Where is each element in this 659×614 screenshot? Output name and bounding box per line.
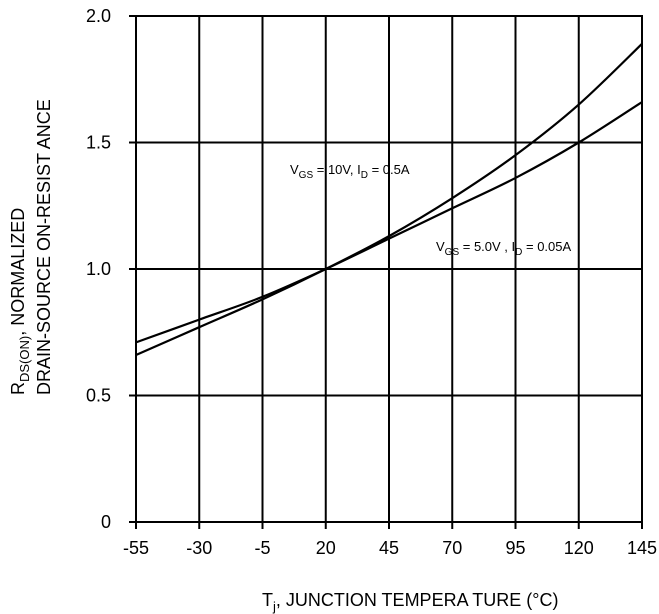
series-layer — [135, 43, 643, 357]
annotation-vgs10: VGS = 10V, ID = 0.5A — [290, 162, 410, 181]
y-tick-label: 1.5 — [86, 133, 111, 153]
y-axis-label-line2: DRAIN-SOURCE ON-RESIST ANCE — [34, 99, 54, 395]
x-tick-label: 45 — [379, 538, 399, 558]
x-tick-label: 70 — [442, 538, 462, 558]
x-axis-label: Tj, JUNCTION TEMPERA TURE (°C) — [262, 590, 558, 614]
tick-labels: -55 -30 -5 20 45 70 95 120 145 0 0.5 1.0 1.5 2.0 — [86, 6, 657, 558]
x-tick-label: 120 — [564, 538, 594, 558]
y-tick-label: 0 — [101, 512, 111, 532]
annotation-vgs5: VGS = 5.0V , ID = 0.05A — [436, 239, 571, 258]
series-line-vgs5 — [135, 101, 643, 344]
y-tick-label: 1.0 — [86, 259, 111, 279]
series-line-vgs10 — [135, 43, 643, 357]
x-tick-label: 145 — [627, 538, 657, 558]
y-tick-label: 2.0 — [86, 6, 111, 26]
y-axis-label-line1: RDS(ON), NORMALIZED — [8, 208, 32, 395]
x-tick-label: -55 — [123, 538, 149, 558]
x-tick-label: 95 — [505, 538, 525, 558]
x-tick-label: -5 — [254, 538, 270, 558]
grid-lines — [129, 15, 643, 529]
x-tick-label: 20 — [316, 538, 336, 558]
x-tick-label: -30 — [186, 538, 212, 558]
y-tick-label: 0.5 — [86, 386, 111, 406]
plot-frame — [135, 15, 643, 523]
